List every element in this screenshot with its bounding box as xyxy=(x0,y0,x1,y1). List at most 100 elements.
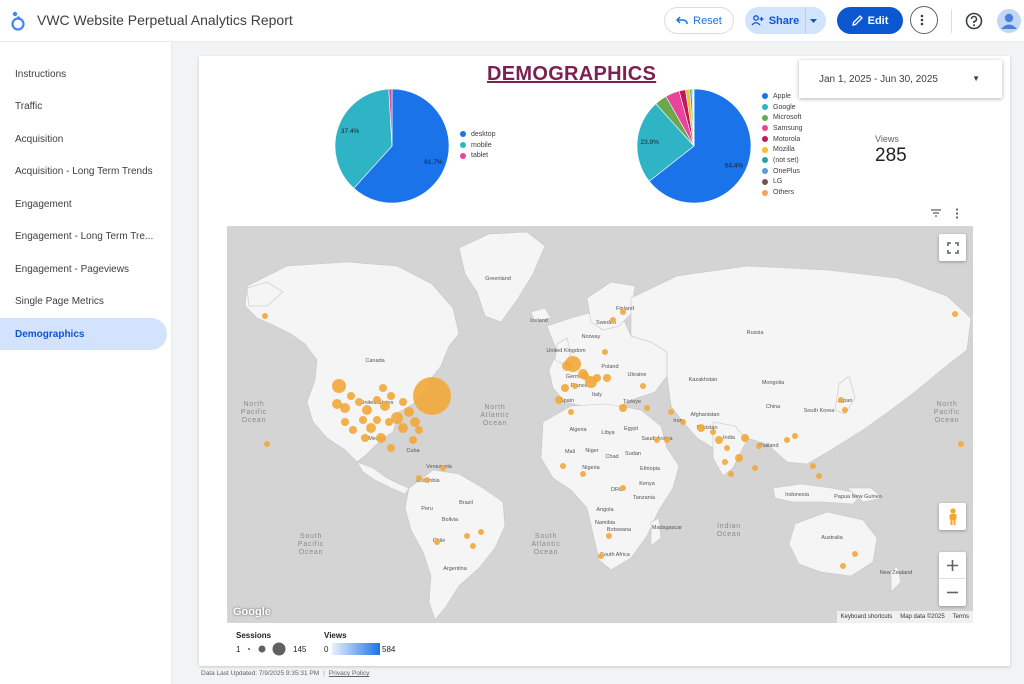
session-bubble[interactable] xyxy=(362,405,372,415)
session-bubble[interactable] xyxy=(373,396,381,404)
session-bubble[interactable] xyxy=(413,377,451,415)
session-bubble[interactable] xyxy=(710,429,716,435)
session-bubble[interactable] xyxy=(816,473,822,479)
session-bubble[interactable] xyxy=(810,463,816,469)
session-bubble[interactable] xyxy=(332,399,342,409)
nav-item-acquisition[interactable]: Acquisition xyxy=(15,133,64,145)
session-bubble[interactable] xyxy=(398,423,408,433)
session-bubble[interactable] xyxy=(561,384,569,392)
nav-item-instructions[interactable]: Instructions xyxy=(15,68,67,80)
session-bubble[interactable] xyxy=(560,463,566,469)
nav-item-demographics[interactable]: Demographics xyxy=(0,318,167,350)
brand-legend-item-lg[interactable]: LG xyxy=(762,177,803,188)
session-bubble[interactable] xyxy=(838,397,844,403)
session-bubble[interactable] xyxy=(361,434,369,442)
session-bubble[interactable] xyxy=(958,441,964,447)
session-bubble[interactable] xyxy=(697,424,705,432)
brand-legend-item-oneplus[interactable]: OnePlus xyxy=(762,166,803,177)
keyboard-shortcuts-link[interactable]: Keyboard shortcuts xyxy=(840,614,893,620)
session-bubble[interactable] xyxy=(602,349,608,355)
session-bubble[interactable] xyxy=(376,433,386,443)
pie-slice-mobile[interactable] xyxy=(334,88,393,189)
session-bubble[interactable] xyxy=(644,405,650,411)
session-bubble[interactable] xyxy=(409,436,417,444)
filter-icon[interactable] xyxy=(930,208,942,218)
share-dropdown-button[interactable] xyxy=(805,7,826,34)
session-bubble[interactable] xyxy=(434,539,440,545)
chart-more-vert-icon[interactable] xyxy=(955,208,959,219)
session-bubble[interactable] xyxy=(373,416,381,424)
zoom-in-button[interactable] xyxy=(939,552,966,579)
device-legend-item-mobile[interactable]: mobile xyxy=(460,140,496,151)
brand-legend-item-microsoft[interactable]: Microsoft xyxy=(762,112,803,123)
session-bubble[interactable] xyxy=(840,563,846,569)
device-legend-item-desktop[interactable]: desktop xyxy=(460,129,496,140)
session-bubble[interactable] xyxy=(380,401,390,411)
session-bubble[interactable] xyxy=(555,396,563,404)
session-bubble[interactable] xyxy=(379,384,387,392)
looker-studio-logo-icon[interactable] xyxy=(9,10,27,32)
fullscreen-button[interactable] xyxy=(939,234,966,261)
geo-bubble-map[interactable]: North Pacific Ocean North Atlantic Ocean Sou… xyxy=(227,226,973,623)
world-map-canvas[interactable]: North Pacific Ocean North Atlantic Ocean Sou… xyxy=(227,226,973,623)
session-bubble[interactable] xyxy=(852,551,858,557)
report-title[interactable]: VWC Website Perpetual Analytics Report xyxy=(37,12,293,28)
session-bubble[interactable] xyxy=(341,418,349,426)
session-bubble[interactable] xyxy=(387,392,395,400)
session-bubble[interactable] xyxy=(349,426,357,434)
session-bubble[interactable] xyxy=(735,454,743,462)
brand-legend-item-apple[interactable]: Apple xyxy=(762,91,803,102)
session-bubble[interactable] xyxy=(640,383,646,389)
session-bubble[interactable] xyxy=(404,407,414,417)
session-bubble[interactable] xyxy=(366,423,376,433)
nav-item-single-page-metrics[interactable]: Single Page Metrics xyxy=(15,295,104,307)
session-bubble[interactable] xyxy=(741,434,749,442)
nav-item-engagement-pageviews[interactable]: Engagement - Pageviews xyxy=(15,263,129,275)
session-bubble[interactable] xyxy=(470,543,476,549)
nav-item-traffic[interactable]: Traffic xyxy=(15,100,43,112)
session-bubble[interactable] xyxy=(620,309,626,315)
session-bubble[interactable] xyxy=(952,311,958,317)
privacy-policy-link[interactable]: Privacy Policy xyxy=(328,670,370,677)
session-bubble[interactable] xyxy=(722,459,728,465)
session-bubble[interactable] xyxy=(654,437,660,443)
edit-button[interactable]: Edit xyxy=(837,7,903,34)
google-logo[interactable]: Google xyxy=(233,606,271,618)
session-bubble[interactable] xyxy=(610,317,616,323)
session-bubble[interactable] xyxy=(680,419,686,425)
session-bubble[interactable] xyxy=(464,533,470,539)
session-bubble[interactable] xyxy=(355,398,363,406)
session-bubble[interactable] xyxy=(715,436,723,444)
session-bubble[interactable] xyxy=(410,417,420,427)
reset-button[interactable]: Reset xyxy=(664,7,734,34)
session-bubble[interactable] xyxy=(262,313,268,319)
terms-link[interactable]: Terms xyxy=(952,614,969,620)
session-bubble[interactable] xyxy=(347,392,355,400)
nav-item-acquisition-long-term[interactable]: Acquisition - Long Term Trends xyxy=(15,165,153,177)
share-button[interactable]: Share xyxy=(745,7,805,34)
brand-legend-item-motorola[interactable]: Motorola xyxy=(762,134,803,145)
brand-legend-item-others[interactable]: Others xyxy=(762,187,803,198)
street-view-pegman-button[interactable] xyxy=(939,503,966,530)
zoom-out-button[interactable] xyxy=(939,579,966,606)
nav-item-engagement-long-term[interactable]: Engagement - Long Term Tre... xyxy=(15,230,154,242)
session-bubble[interactable] xyxy=(478,529,484,535)
session-bubble[interactable] xyxy=(580,471,586,477)
session-bubble[interactable] xyxy=(792,433,798,439)
brand-legend-item-mozilla[interactable]: Mozilla xyxy=(762,144,803,155)
help-icon[interactable] xyxy=(964,11,984,31)
more-options-button[interactable] xyxy=(910,6,938,34)
device-legend-item-tablet[interactable]: tablet xyxy=(460,150,496,161)
session-bubble[interactable] xyxy=(332,379,346,393)
session-bubble[interactable] xyxy=(606,533,612,539)
session-bubble[interactable] xyxy=(440,465,446,471)
brand-legend-item-samsung[interactable]: Samsung xyxy=(762,123,803,134)
session-bubble[interactable] xyxy=(664,437,670,443)
pie-slice-apple[interactable] xyxy=(648,88,752,204)
session-bubble[interactable] xyxy=(568,409,574,415)
session-bubble[interactable] xyxy=(565,356,581,372)
session-bubble[interactable] xyxy=(391,412,403,424)
session-bubble[interactable] xyxy=(593,374,601,382)
session-bubble[interactable] xyxy=(264,441,270,447)
session-bubble[interactable] xyxy=(572,383,578,389)
